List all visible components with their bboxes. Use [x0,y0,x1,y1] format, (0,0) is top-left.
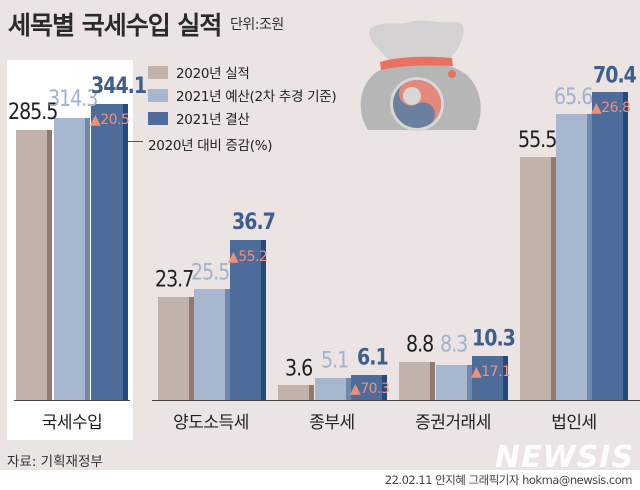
value-label: 10.3 [472,325,516,351]
category-label: 국세수입 [41,413,103,433]
chart-title: 세목별 국세수입 실적 [8,11,222,40]
unit-label: 단위:조원 [230,17,284,33]
footer-band [0,470,640,490]
baseline [14,400,130,401]
change-label: ▲70.3 [350,381,390,397]
bar-2021-settlement [230,240,266,400]
legend-item-2021-settlement: 2021년 결산 [148,108,250,128]
value-label: 6.1 [357,344,389,370]
bar-2021-settlement [472,356,508,400]
bar-2020 [16,130,52,400]
value-label: 36.7 [232,209,276,235]
legend-item-2021-budget: 2021년 예산(2차 추경 기준) [148,85,337,105]
change-label: ▲20.5 [90,112,130,128]
legend-label: 2020년 실적 [176,66,250,82]
value-label: 65.6 [554,84,593,110]
value-label: 5.1 [321,347,349,373]
value-label: 8.8 [406,331,434,357]
credit-label: 22.02.11 안지혜 그래픽기자 hokma@newsis.com [384,473,633,487]
money-bag-taegeuk-icon [360,20,481,131]
bar-2021-budget [436,365,472,400]
change-legend-label: 2020년 대비 증감(%) [148,138,273,154]
bar-2021-budget [54,118,90,400]
category-label: 법인세 [551,413,597,433]
bar-2020 [520,157,556,400]
value-label: 23.7 [155,266,194,292]
category-label: 증권거래세 [415,413,491,433]
category-label: 종부세 [309,413,355,433]
value-label: 3.6 [285,355,313,381]
bar-2021-settlement [351,375,387,400]
value-label: 285.5 [8,99,58,125]
bar-2021-settlement [91,104,128,400]
value-label: 70.4 [593,62,637,88]
baseline [152,400,640,401]
bar-2020 [399,362,435,400]
legend-label: 2021년 결산 [176,112,250,128]
change-label: ▲55.2 [228,249,268,265]
leader-line [113,141,143,142]
value-label: 55.5 [518,127,557,153]
legend-swatch [148,89,168,102]
newsis-logo: NEWSIS [495,440,635,475]
change-label: ▲17.1 [471,364,511,380]
category-label: 양도소득세 [173,413,249,433]
bar-2021-settlement [592,92,628,400]
value-label: 314.3 [48,86,98,112]
legend-label: 2021년 예산(2차 추경 기준) [176,89,337,105]
legend-swatch [148,112,168,125]
bar-2021-budget [194,289,230,400]
bar-2020 [158,297,194,400]
bar-2021-budget [556,114,592,400]
legend-swatch [148,66,168,79]
value-label: 25.5 [191,259,230,285]
legend-item-2020: 2020년 실적 [148,62,250,82]
source-label: 자료: 기획재정부 [7,454,103,470]
value-label: 344.1 [91,73,147,99]
bar-2021-budget [315,378,351,400]
value-label: 8.3 [440,331,468,357]
change-label: ▲26.8 [591,100,631,116]
bar-2020 [278,385,314,400]
